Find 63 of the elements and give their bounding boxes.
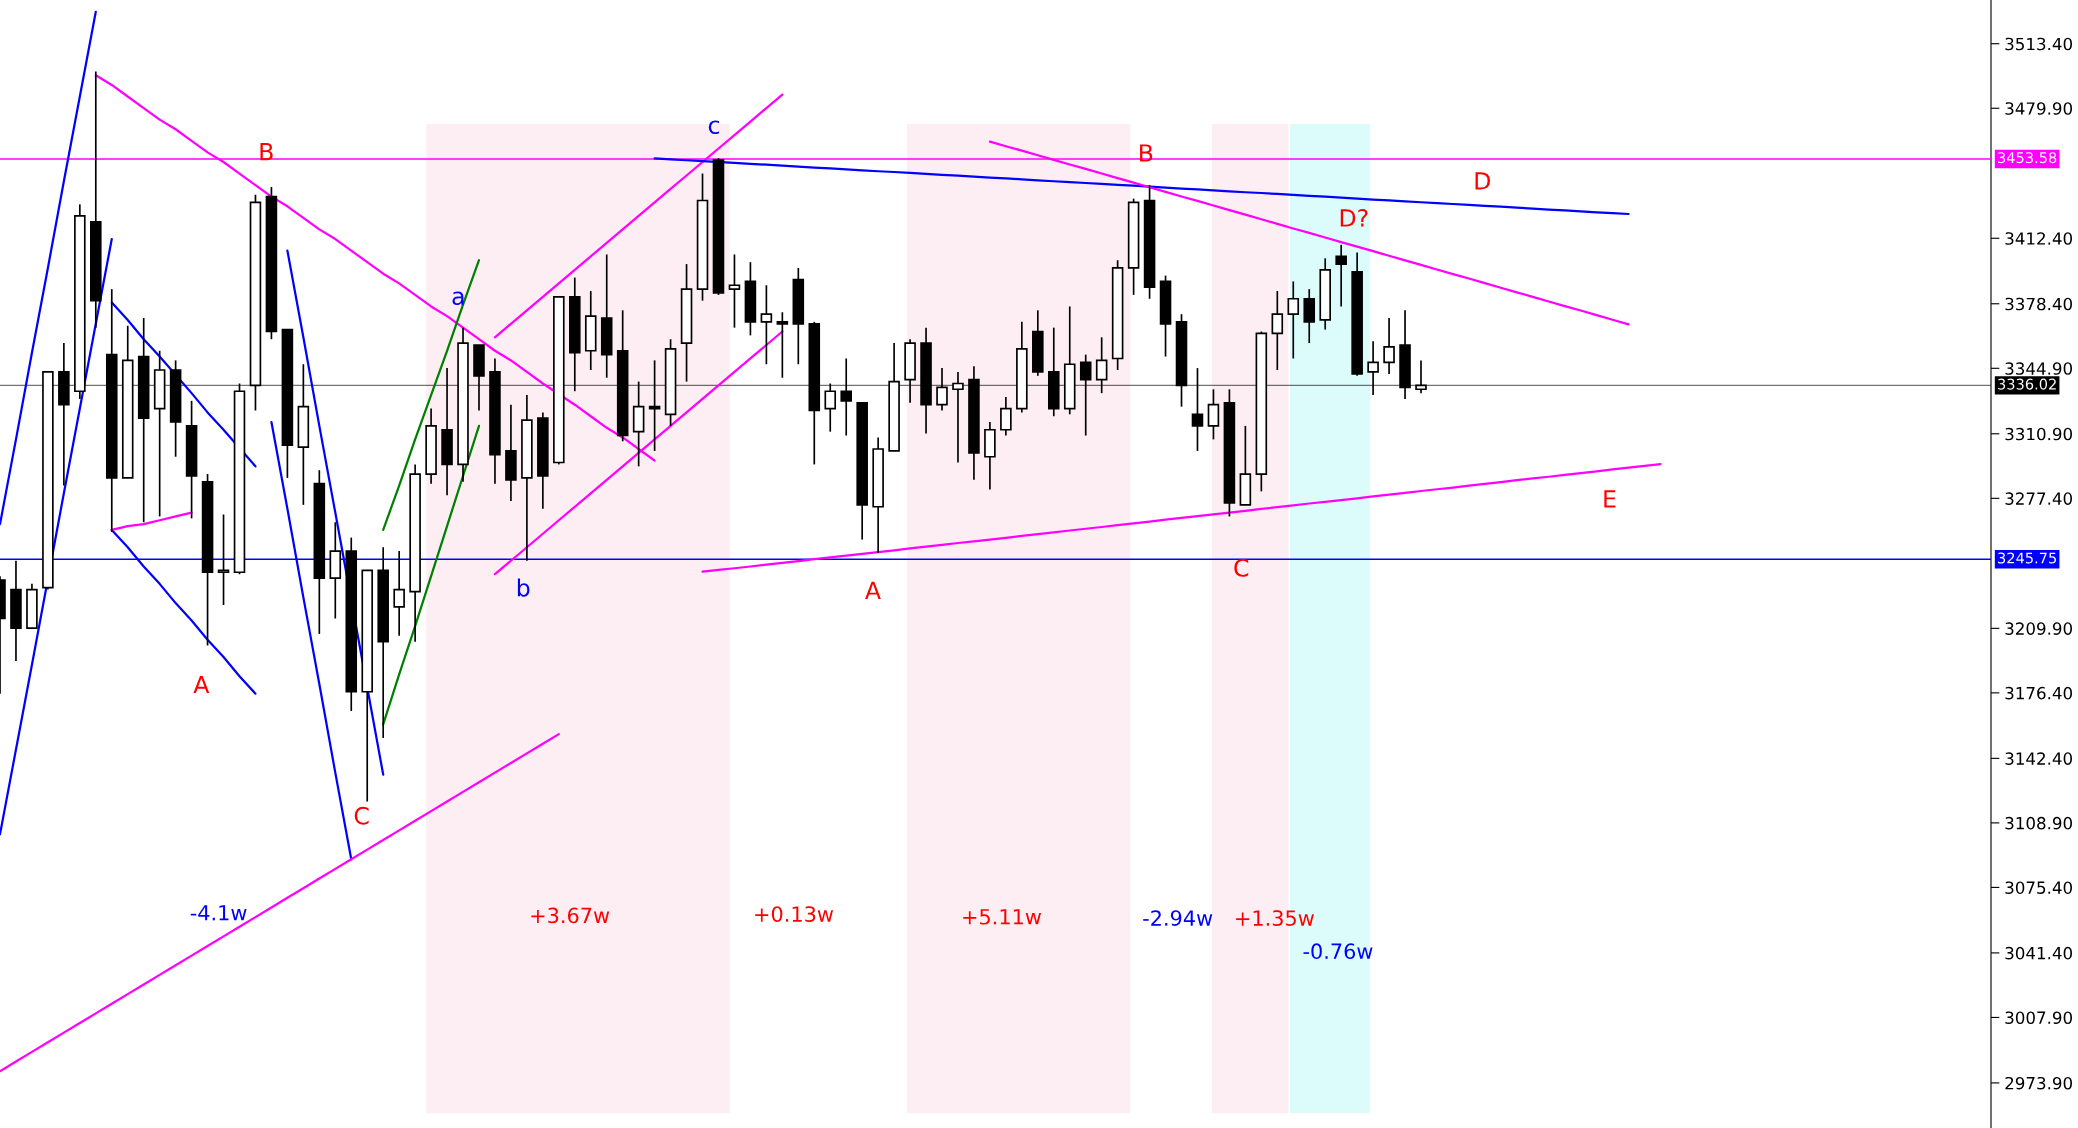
- line-series: [382, 424, 481, 726]
- line-series: [110, 301, 257, 468]
- line-series: [0, 237, 113, 836]
- candlestick: [728, 253, 741, 329]
- candlestick: [824, 382, 837, 433]
- ref-line-label: 3453.58: [1998, 152, 2057, 164]
- candlestick: [1287, 280, 1300, 360]
- candlestick: [1303, 288, 1316, 344]
- candlestick: [840, 357, 852, 437]
- annotation: A: [193, 675, 210, 694]
- candlestick: [1207, 388, 1220, 441]
- candlestick: [1383, 317, 1395, 375]
- y-tick-label: 3041.40: [2005, 946, 2073, 960]
- candlestick: [1415, 359, 1427, 394]
- annotation: -2.94w: [1143, 910, 1213, 926]
- ref-line-label: 3245.75: [1998, 552, 2057, 564]
- candlestick: [1191, 367, 1204, 452]
- y-tick-label: 2973.90: [2005, 1076, 2073, 1090]
- y-tick-label: 3142.40: [2005, 752, 2073, 765]
- y-tick-label: 3513.40: [2005, 37, 2073, 51]
- annotation: +0.13w: [755, 906, 834, 922]
- candlestick: [760, 284, 773, 366]
- candlestick: [936, 367, 948, 412]
- candlestick: [1335, 243, 1347, 308]
- annotation: D: [1475, 172, 1491, 190]
- annotation: +1.35w: [1236, 910, 1314, 926]
- annotation: +3.67w: [531, 907, 610, 924]
- candlestick: [1095, 336, 1108, 394]
- annotation: A: [865, 581, 881, 600]
- candlestick: [1079, 353, 1092, 437]
- y-tick-label: 3108.90: [2005, 816, 2073, 830]
- candlestick: [952, 371, 964, 464]
- y-tick-label: 3412.40: [2005, 232, 2073, 245]
- annotation: -0.76w: [1303, 943, 1373, 960]
- annotation: B: [1140, 144, 1153, 162]
- y-tick-label: 3209.90: [2005, 622, 2073, 635]
- y-tick-label: 3176.40: [2005, 686, 2073, 700]
- annotation: -4.1w: [190, 905, 247, 921]
- y-tick-label: 3075.40: [2005, 881, 2073, 894]
- annotation: c: [708, 120, 720, 135]
- annotation: D?: [1340, 209, 1368, 227]
- annotation: B: [260, 143, 273, 161]
- y-tick-label: 3479.90: [2005, 102, 2073, 115]
- y-tick-label: 3277.40: [2005, 492, 2073, 505]
- annotation: C: [354, 806, 369, 825]
- y-tick-label: 3007.90: [2005, 1011, 2073, 1024]
- y-tick-label: 3310.90: [2005, 427, 2073, 441]
- annotation: E: [1604, 490, 1616, 508]
- candlestick: [776, 311, 789, 379]
- line-series: [0, 10, 97, 526]
- line-series: [382, 259, 481, 532]
- annotation: b: [517, 578, 530, 597]
- candlestick: [1367, 340, 1379, 396]
- annotation: a: [452, 291, 464, 306]
- line-series: [110, 511, 193, 532]
- candlestick: [1000, 396, 1012, 437]
- annotation: +5.11w: [963, 909, 1042, 925]
- candlestick: [393, 550, 405, 637]
- y-tick-label: 3344.90: [2005, 362, 2073, 375]
- candlestick: [1271, 290, 1284, 371]
- annotation: C: [1234, 558, 1249, 577]
- ref-line-label: 3336.02: [1998, 378, 2056, 390]
- y-tick-label: 3378.40: [2005, 297, 2073, 311]
